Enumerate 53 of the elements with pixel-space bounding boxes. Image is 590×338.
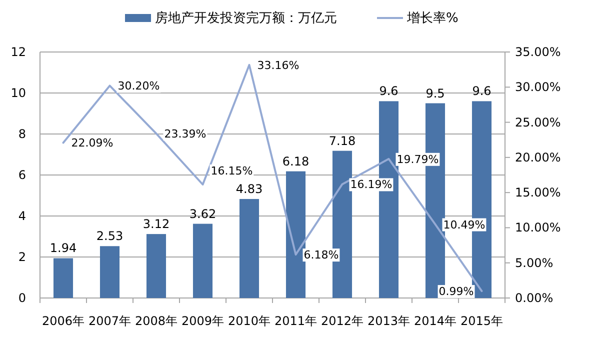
data-label: 19.79% bbox=[396, 152, 439, 166]
data-label: 1.94 bbox=[50, 241, 77, 256]
bar bbox=[100, 246, 120, 298]
x-tick-label: 2009年 bbox=[181, 314, 224, 328]
x-tick-label: 2015年 bbox=[460, 314, 504, 328]
legend-label: 增长率% bbox=[406, 10, 458, 26]
x-tick-label: 2012年 bbox=[320, 314, 364, 328]
data-label: 3.12 bbox=[142, 217, 170, 232]
data-label: 7.18 bbox=[328, 134, 356, 148]
y2-tick-label: 5.00% bbox=[515, 256, 554, 270]
data-label: 9.5 bbox=[426, 86, 445, 100]
y-tick-label: 12 bbox=[10, 45, 26, 59]
y2-tick-label: 15.00% bbox=[515, 186, 561, 200]
bar bbox=[53, 258, 74, 298]
bar bbox=[192, 224, 213, 298]
data-label: 9.6 bbox=[472, 84, 492, 98]
y-tick-label: 8 bbox=[18, 127, 26, 141]
x-tick-label: 2007年 bbox=[88, 314, 132, 328]
legend-label: 房地产开发投资完万额：万亿元 bbox=[155, 10, 337, 26]
bar bbox=[146, 234, 166, 298]
data-label: 30.20% bbox=[118, 80, 160, 93]
x-tick-label: 2013年 bbox=[367, 314, 410, 328]
data-label: 22.09% bbox=[71, 136, 114, 150]
y-tick-label: 2 bbox=[18, 250, 26, 264]
y2-tick-label: 30.00% bbox=[515, 80, 561, 94]
data-label: 3.62 bbox=[189, 206, 216, 221]
bar bbox=[239, 198, 260, 298]
y2-tick-label: 35.00% bbox=[515, 45, 561, 59]
y-tick-label: 6 bbox=[18, 168, 26, 182]
data-label: 16.15% bbox=[210, 164, 253, 178]
y-tick-label: 0 bbox=[18, 291, 26, 305]
data-label: 9.6 bbox=[379, 84, 398, 98]
data-label: 16.19% bbox=[350, 178, 392, 192]
data-label: 23.39% bbox=[164, 128, 206, 141]
data-label: 4.83 bbox=[236, 182, 263, 196]
bar bbox=[286, 171, 306, 298]
y2-tick-label: 25.00% bbox=[515, 115, 561, 130]
data-label: 6.18 bbox=[282, 154, 310, 168]
x-tick-label: 2010年 bbox=[228, 314, 271, 328]
y2-tick-label: 10.00% bbox=[515, 220, 561, 235]
y-tick-label: 4 bbox=[18, 209, 26, 223]
data-label: 33.16% bbox=[257, 58, 300, 72]
data-label: 2.53 bbox=[96, 229, 124, 244]
x-tick-label: 2011年 bbox=[274, 314, 318, 328]
y2-tick-label: 0.00% bbox=[515, 291, 554, 305]
data-label: 6.18% bbox=[304, 248, 339, 262]
y-tick-label: 10 bbox=[10, 86, 26, 100]
data-label: 10.49% bbox=[443, 218, 486, 232]
x-tick-label: 2014年 bbox=[414, 314, 457, 328]
x-tick-label: 2006年 bbox=[42, 314, 85, 328]
data-label: 0.99% bbox=[438, 285, 474, 298]
y2-tick-label: 20.00% bbox=[515, 150, 561, 164]
x-tick-label: 2008年 bbox=[134, 314, 178, 328]
